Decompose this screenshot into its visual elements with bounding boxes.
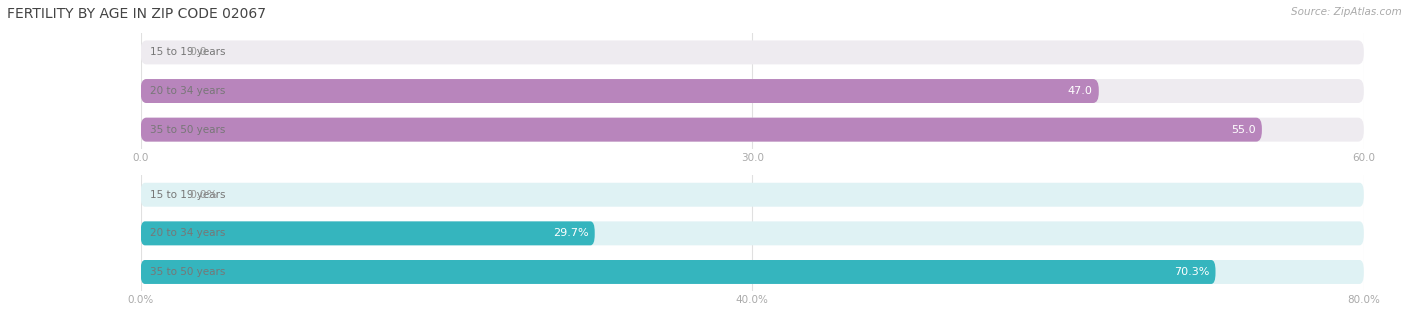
Text: Source: ZipAtlas.com: Source: ZipAtlas.com: [1291, 7, 1402, 17]
Text: 0.0%: 0.0%: [190, 190, 218, 200]
Text: 29.7%: 29.7%: [553, 228, 589, 238]
Text: 15 to 19 years: 15 to 19 years: [150, 190, 226, 200]
Text: FERTILITY BY AGE IN ZIP CODE 02067: FERTILITY BY AGE IN ZIP CODE 02067: [7, 7, 266, 21]
FancyBboxPatch shape: [141, 183, 1364, 207]
Text: 0.0: 0.0: [190, 47, 207, 57]
FancyBboxPatch shape: [141, 221, 595, 245]
Text: 47.0: 47.0: [1067, 86, 1092, 96]
FancyBboxPatch shape: [141, 79, 1364, 103]
FancyBboxPatch shape: [141, 79, 1099, 103]
FancyBboxPatch shape: [141, 40, 1364, 64]
Text: 70.3%: 70.3%: [1174, 267, 1209, 277]
Text: 15 to 19 years: 15 to 19 years: [150, 47, 226, 57]
Text: 20 to 34 years: 20 to 34 years: [150, 228, 226, 238]
FancyBboxPatch shape: [141, 118, 1364, 142]
Text: 35 to 50 years: 35 to 50 years: [150, 267, 226, 277]
Text: 20 to 34 years: 20 to 34 years: [150, 86, 226, 96]
FancyBboxPatch shape: [141, 260, 1216, 284]
FancyBboxPatch shape: [141, 118, 1263, 142]
Text: 35 to 50 years: 35 to 50 years: [150, 125, 226, 135]
FancyBboxPatch shape: [141, 260, 1364, 284]
Text: 55.0: 55.0: [1232, 125, 1256, 135]
FancyBboxPatch shape: [141, 221, 1364, 245]
